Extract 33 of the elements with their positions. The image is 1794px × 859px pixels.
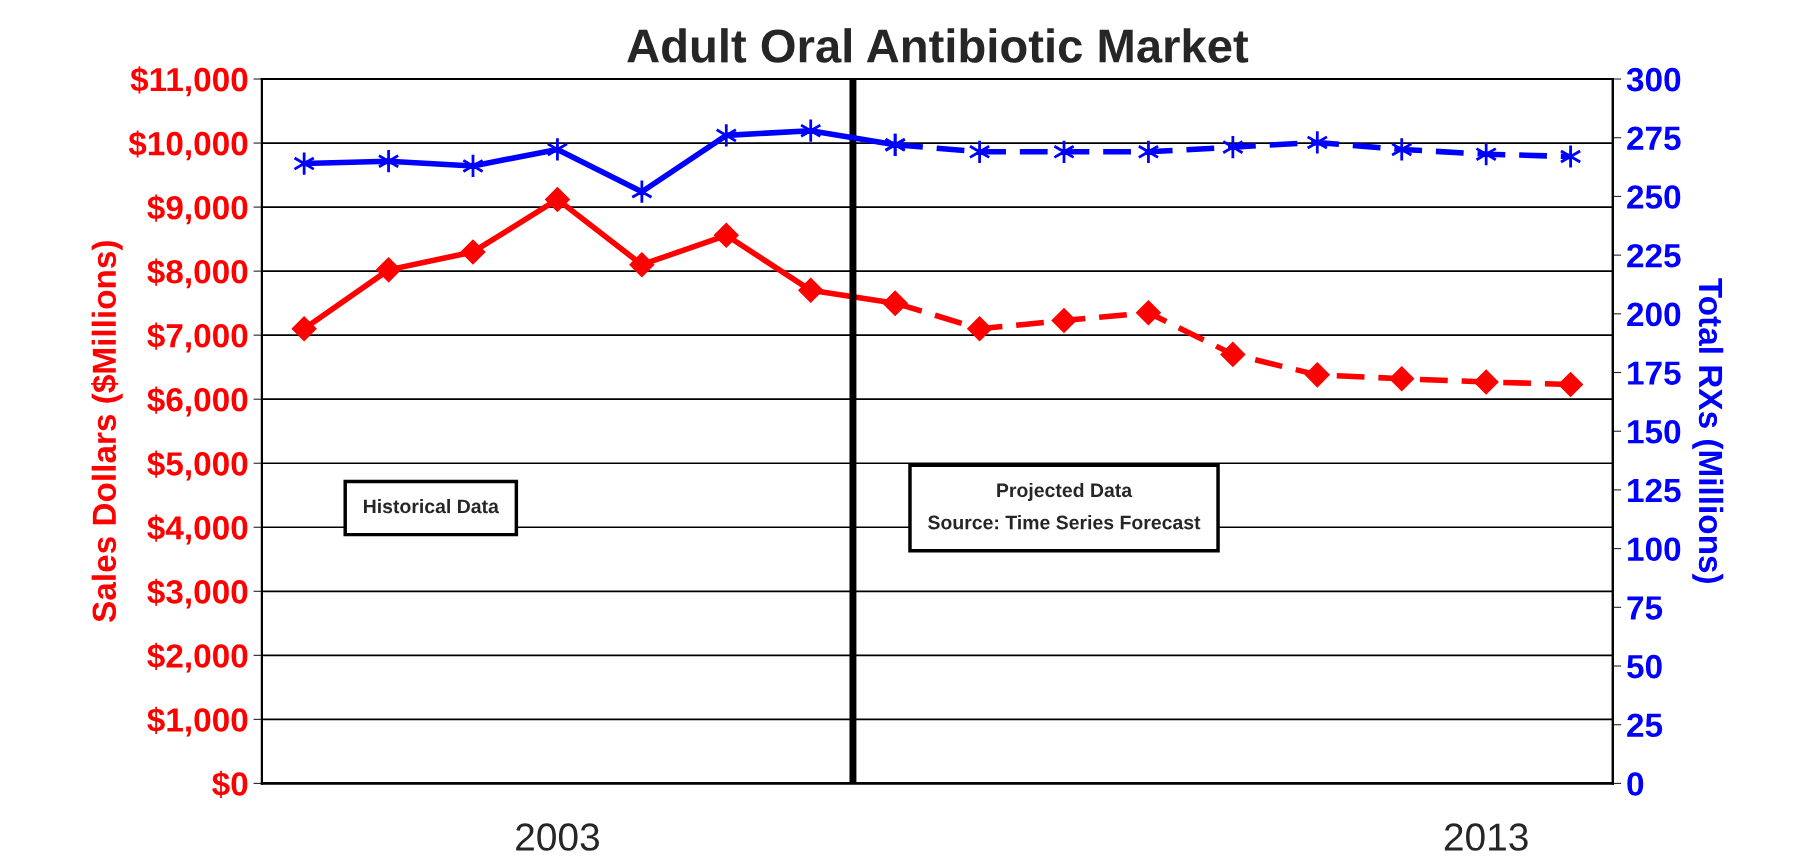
y2-tick-label: 0	[1627, 772, 1644, 796]
y-tick-label: $9,000	[147, 194, 248, 225]
y-tick-label: $11,000	[130, 66, 248, 97]
x-tick-label: 2013	[1444, 823, 1528, 851]
y2-tick-label: 150	[1628, 420, 1681, 444]
y2-axis-title: Total RXs (Millions)	[1692, 278, 1724, 583]
y2-tick-label: 250	[1627, 185, 1681, 209]
y-tick-label: $6,000	[147, 386, 248, 417]
y-tick-label: $0	[212, 770, 248, 798]
y2-tick-label: 300	[1626, 67, 1681, 92]
y2-tick-label: 125	[1628, 478, 1681, 503]
annotation: Projected Data	[997, 482, 1133, 502]
y-tick-label: $3,000	[147, 578, 248, 609]
y2-tick-label: 50	[1627, 654, 1662, 679]
y2-tick-label: 75	[1627, 596, 1663, 620]
y2-tick-label: 275	[1627, 126, 1681, 151]
annotation: Historical Data	[364, 499, 499, 514]
chart-title: Adult Oral Antibiotic Market	[627, 28, 1249, 63]
y-tick-label: $8,000	[147, 258, 248, 289]
y-tick-label: $4,000	[147, 514, 248, 545]
y2-tick-label: 100	[1628, 537, 1681, 562]
y2-tick-label: 225	[1627, 243, 1681, 268]
y2-tick-label: 200	[1627, 302, 1681, 327]
y2-tick-label: 25	[1627, 713, 1663, 738]
x-tick-label: 2003	[516, 823, 599, 851]
annotation: Source: Time Series Forecast	[928, 515, 1201, 530]
y-tick-label: $7,000	[147, 322, 248, 353]
y-tick-label: $5,000	[147, 450, 248, 481]
y-tick-label: $2,000	[147, 642, 248, 673]
y-axis-title: Sales Dollars ($Millions)	[91, 241, 123, 622]
y2-tick-label: 175	[1628, 361, 1681, 385]
y-tick-label: $10,000	[128, 130, 248, 161]
y-tick-label: $1,000	[147, 706, 248, 737]
